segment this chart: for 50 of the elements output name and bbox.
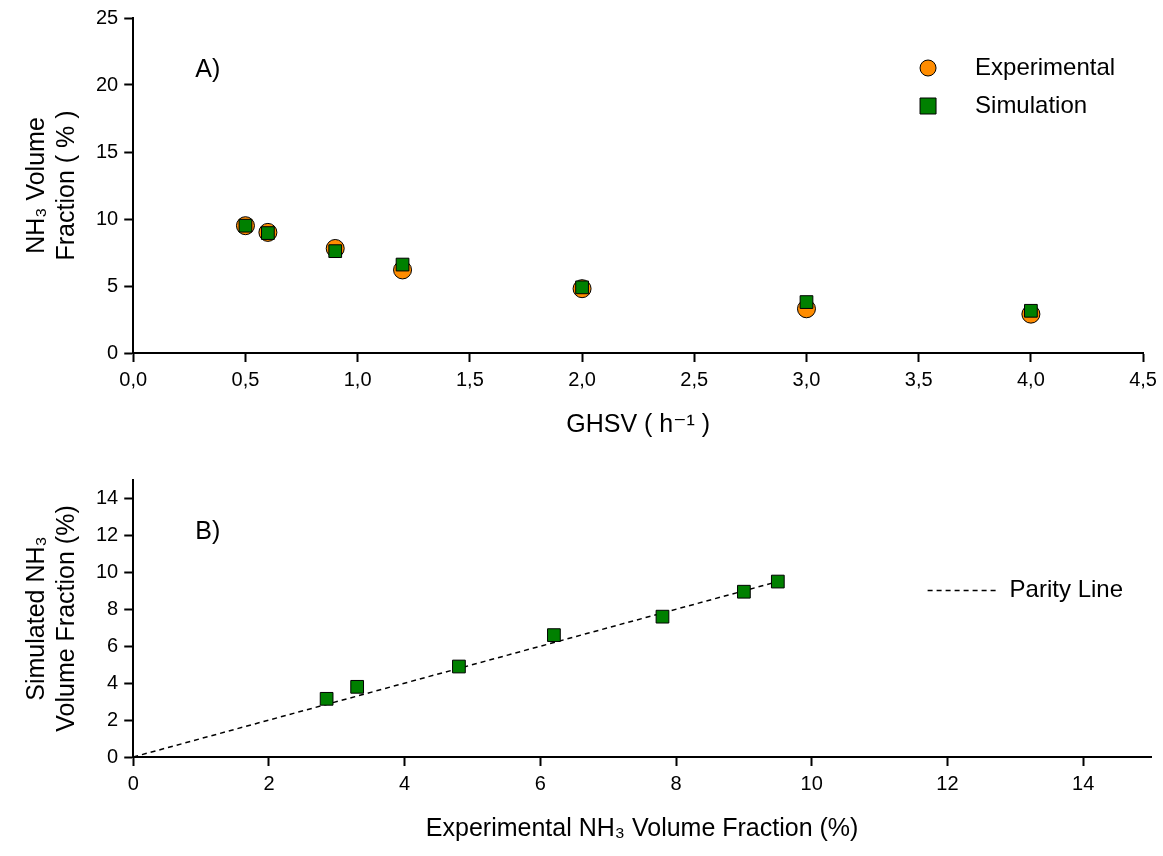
x-axis-title: Experimental NH₃ Volume Fraction (%) (425, 812, 859, 841)
point (770, 574, 785, 589)
x-tick-label: 1,5 (455, 367, 484, 390)
y-tick-label: 0 (107, 340, 119, 363)
legend-label: Experimental (975, 52, 1116, 80)
y-tick-label: 5 (107, 273, 119, 296)
x-tick-label: 0 (127, 771, 139, 794)
annotation: B) (195, 516, 221, 545)
x-tick-label: 4,5 (1129, 367, 1157, 390)
x-axis-title: GHSV ( h⁻¹ ) (566, 408, 711, 437)
point (799, 295, 814, 309)
y-tick-label: 8 (107, 596, 119, 619)
point (350, 679, 365, 694)
x-tick-label: 10 (800, 771, 823, 794)
x-tick-label: 0,0 (119, 367, 148, 390)
x-tick-label: 2 (263, 771, 275, 794)
y-axis-title: NH₃ Volume Fraction ( % ) (20, 110, 79, 261)
y-tick-label: 14 (96, 485, 119, 508)
x-tick-label: 3,0 (792, 367, 821, 390)
x-tick-label: 12 (936, 771, 959, 794)
x-tick-label: 3,5 (904, 367, 933, 390)
y-tick-label: 0 (107, 744, 119, 767)
legend-label: Simulation (975, 90, 1088, 118)
x-tick-label: 14 (1072, 771, 1095, 794)
y-tick-label: 4 (107, 670, 119, 693)
y-tick-label: 2 (107, 707, 119, 730)
point (319, 691, 334, 706)
legend-label: Parity Line (1009, 575, 1123, 603)
x-tick-label: 4 (399, 771, 411, 794)
annotation: A) (195, 54, 221, 83)
y-tick-label: 20 (96, 72, 119, 95)
x-tick-label: 2,0 (568, 367, 596, 390)
x-tick-label: 0,5 (231, 367, 260, 390)
point (452, 659, 466, 674)
y-tick-label: 6 (107, 633, 119, 656)
x-tick-label: 2,5 (680, 367, 709, 390)
x-tick-label: 8 (670, 771, 682, 794)
y-tick-label: 25 (96, 5, 119, 28)
y-tick-label: 10 (96, 559, 119, 582)
point (737, 584, 751, 599)
y-tick-label: 12 (96, 522, 119, 545)
point (395, 257, 410, 272)
x-tick-label: 1,0 (343, 367, 372, 390)
point (655, 609, 670, 624)
x-tick-label: 4,0 (1016, 367, 1045, 390)
y-axis-title: Simulated NH₃ Volume Fraction (%) (20, 505, 79, 732)
y-tick-label: 15 (96, 139, 119, 162)
y-tick-label: 10 (96, 206, 119, 229)
x-tick-label: 6 (534, 771, 546, 794)
point (547, 628, 561, 642)
